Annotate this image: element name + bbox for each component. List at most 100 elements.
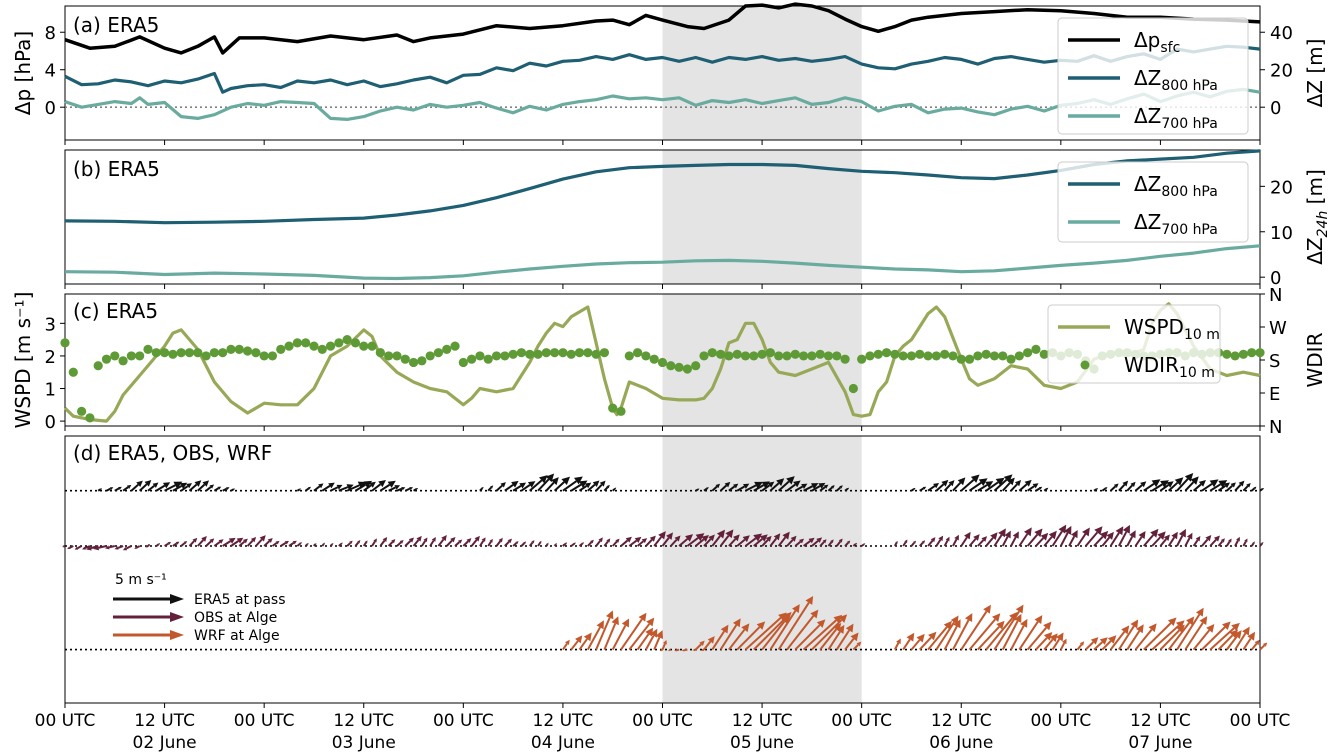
wdir-point bbox=[251, 348, 261, 358]
wind-arrow-shaft bbox=[1217, 540, 1224, 547]
wind-arrow-head bbox=[179, 482, 188, 489]
wind-arrow-shaft bbox=[296, 488, 301, 492]
wind-arrow-shaft bbox=[495, 540, 502, 547]
wind-arrow-shaft bbox=[1143, 482, 1155, 492]
wind-arrow-shaft bbox=[1143, 622, 1172, 651]
wind-arrow-shaft bbox=[993, 610, 1020, 651]
wdir-point bbox=[873, 349, 883, 359]
wind-arrow-head bbox=[523, 541, 527, 545]
wind-arrow-head bbox=[1236, 536, 1240, 542]
wind-arrow-head bbox=[1129, 530, 1136, 539]
wind-arrow-head bbox=[743, 483, 750, 489]
x-tick-label: 12 UTC bbox=[732, 711, 793, 731]
wind-arrow-shaft bbox=[1101, 487, 1106, 492]
wind-arrow-shaft bbox=[578, 485, 588, 492]
wind-arrow-shaft bbox=[819, 541, 825, 547]
wind-arrow-head bbox=[62, 546, 64, 548]
wind-arrow-head bbox=[992, 613, 1001, 622]
wind-arrow-head bbox=[720, 624, 729, 634]
wind-arrow-head bbox=[209, 538, 215, 544]
wdir-point bbox=[1230, 351, 1240, 361]
wind-arrow-head bbox=[331, 543, 334, 545]
wind-arrow-head bbox=[666, 532, 673, 540]
wind-arrow-head bbox=[105, 545, 110, 550]
wind-arrow-shaft bbox=[1010, 625, 1025, 651]
wind-arrow-head bbox=[67, 546, 71, 550]
wdir-point bbox=[135, 351, 145, 361]
wind-arrow-shaft bbox=[1176, 613, 1201, 651]
wind-arrow-head bbox=[531, 540, 535, 544]
wind-arrow-head bbox=[697, 488, 700, 491]
wind-arrow-head bbox=[527, 481, 536, 488]
wdir-point bbox=[1031, 344, 1041, 355]
wind-arrow-shaft bbox=[413, 488, 417, 492]
wdir-point bbox=[940, 349, 950, 359]
wdir-point bbox=[624, 351, 634, 361]
x-tick-date: 02 June bbox=[133, 733, 197, 753]
wind-arrow-head bbox=[575, 635, 583, 644]
wind-arrow-shaft bbox=[396, 541, 402, 547]
wind-arrow-shaft bbox=[977, 626, 1000, 651]
x-tick-date: 03 June bbox=[332, 733, 396, 753]
wind-arrow-head bbox=[839, 485, 843, 489]
wind-arrow-shaft bbox=[960, 479, 975, 492]
wind-arrow-shaft bbox=[1250, 643, 1258, 651]
wind-arrow-head bbox=[1195, 607, 1204, 617]
wind-arrow-head bbox=[811, 483, 819, 490]
wind-arrow-head bbox=[801, 483, 808, 489]
wind-arrow-shaft bbox=[1059, 642, 1066, 651]
y-tick-label: 4 bbox=[45, 61, 56, 82]
wind-arrow-head bbox=[194, 480, 202, 487]
wind-arrow-shaft bbox=[363, 484, 372, 492]
wind-arrow-shaft bbox=[1101, 536, 1111, 547]
wind-arrow-shaft bbox=[98, 545, 107, 549]
wind-arrow-shaft bbox=[693, 648, 696, 652]
y-tick-label-right: 40 bbox=[1270, 23, 1293, 44]
wind-arrow-head bbox=[906, 632, 915, 642]
wdir-point bbox=[533, 349, 543, 359]
wind-arrow-shaft bbox=[1001, 536, 1009, 547]
wind-arrow-shaft bbox=[296, 542, 301, 547]
wdir-point bbox=[973, 351, 983, 361]
wind-arrow-head bbox=[981, 536, 988, 542]
vector-legend-label: ERA5 at pass bbox=[194, 592, 286, 608]
wdir-point bbox=[525, 349, 535, 359]
wdir-point bbox=[276, 344, 286, 355]
wind-arrow-shaft bbox=[620, 539, 629, 547]
scale-arrow-head bbox=[170, 612, 184, 622]
y-tick-label: 0 bbox=[45, 412, 56, 433]
wdir-point bbox=[691, 361, 701, 371]
wdir-point bbox=[342, 335, 352, 345]
wind-arrow-shaft bbox=[927, 626, 948, 651]
wind-arrow-shaft bbox=[893, 642, 900, 651]
wind-arrow-shaft bbox=[388, 486, 396, 492]
wind-arrow-head bbox=[611, 616, 619, 626]
wind-arrow-shaft bbox=[329, 543, 333, 547]
wind-arrow-head bbox=[733, 534, 740, 542]
panel-label: (b) ERA5 bbox=[73, 157, 160, 181]
wind-arrow-head bbox=[810, 609, 819, 619]
y-axis-label-right: ΔZ24h [m] bbox=[1303, 169, 1331, 265]
wind-arrow-head bbox=[416, 535, 422, 542]
wind-arrow-shaft bbox=[1259, 488, 1263, 492]
wind-arrow-head bbox=[1024, 479, 1032, 487]
y-tick-label-right: N bbox=[1269, 285, 1282, 306]
wind-arrow-shaft bbox=[1217, 634, 1234, 651]
wind-arrow-head bbox=[638, 612, 647, 622]
wind-arrow-head bbox=[114, 546, 119, 550]
wind-arrow-shaft bbox=[462, 540, 469, 547]
wind-arrow-shaft bbox=[1051, 530, 1063, 547]
wind-arrow-shaft bbox=[147, 485, 155, 492]
wind-arrow-head bbox=[1205, 535, 1212, 542]
wdir-point bbox=[126, 351, 136, 361]
wind-arrow-shaft bbox=[188, 483, 198, 492]
wind-arrow-head bbox=[314, 543, 317, 545]
wdir-point bbox=[259, 351, 269, 361]
wdir-point bbox=[749, 351, 759, 361]
x-tick-label: 00 UTC bbox=[1030, 711, 1091, 731]
wind-arrow-head bbox=[965, 613, 973, 623]
wind-arrow-shaft bbox=[719, 535, 730, 547]
wind-arrow-shaft bbox=[960, 610, 988, 651]
wind-arrow-head bbox=[996, 620, 1005, 630]
